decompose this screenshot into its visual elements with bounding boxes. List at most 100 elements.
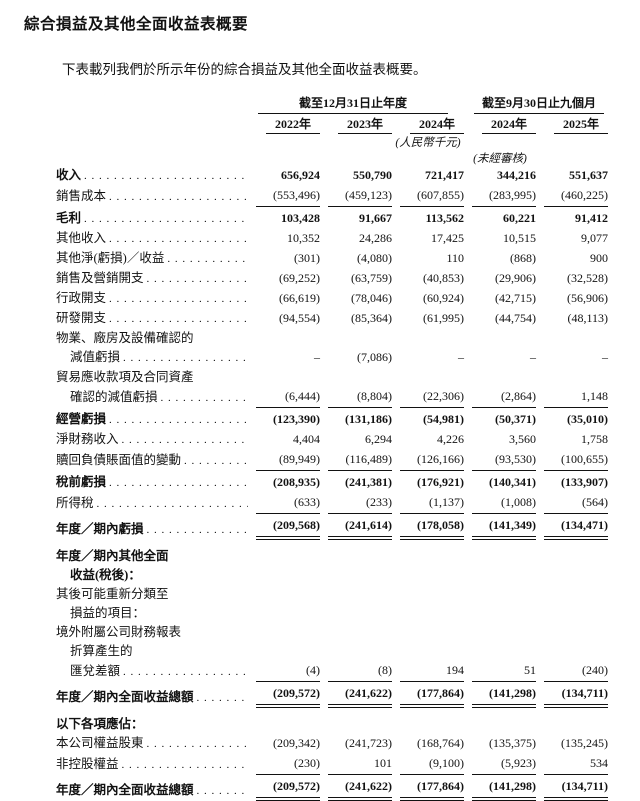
cell-value: (460,225) [544, 186, 609, 207]
table-row: 淨財務收入 4,404 6,294 4,226 3,560 1,758 [56, 430, 608, 450]
table-row: 貿易應收款項及合同資產 [56, 368, 608, 387]
dot-leader [120, 662, 248, 682]
cell-value: (177,864) [400, 777, 464, 801]
table-row: 以下各項應佔： [56, 708, 608, 734]
cell-value: (459,123) [328, 186, 392, 207]
dot-leader [106, 187, 248, 207]
cell-value: (48,113) [567, 311, 609, 325]
cell-value: 4,404 [293, 432, 320, 446]
cell-value: (134,711) [544, 684, 609, 708]
column-header-2025: 2025年 [554, 114, 609, 134]
cell-value: (4) [256, 661, 320, 682]
table-row: 收入 656,924 550,790 721,417 344,216 551,637 [56, 166, 608, 186]
cell-value: – [458, 350, 464, 364]
table-row: 行政開支 (66,619) (78,046) (60,924) (42,715) (56,… [56, 289, 608, 309]
row-label: 銷售及營銷開支 [56, 271, 144, 285]
table-row: 減值虧損 – (7,086) – – – [56, 348, 608, 368]
cell-value: (177,864) [400, 684, 464, 708]
cell-value: 10,515 [503, 231, 536, 245]
cell-value: (89,949) [256, 450, 320, 471]
cell-value: (233) [328, 493, 392, 514]
dot-leader [106, 410, 248, 430]
table-row: 其他淨(虧損)／收益 (301) (4,080) 110 (868) 900 [56, 249, 608, 269]
column-group-annual: 截至12月31日止年度 [258, 96, 448, 114]
table-row: 經營虧損 (123,390) (131,186) (54,981) (50,371) (3… [56, 408, 608, 430]
table-row: 所得稅 (633) (233) (1,137) (1,008) (564) [56, 493, 609, 514]
row-label: 本公司權益股東 [56, 736, 144, 750]
table-row: 折算產生的 [56, 642, 608, 661]
cell-value: 24,286 [359, 231, 392, 245]
cell-value: (209,568) [256, 516, 320, 540]
row-label: 以下各項應佔： [56, 717, 144, 731]
cell-value: (140,341) [489, 475, 536, 489]
table-row: 收益(稅後)： [56, 566, 608, 585]
cell-value: 721,417 [425, 168, 464, 182]
row-label: 贖回負債賬面值的變動 [56, 453, 182, 467]
cell-value: (100,655) [544, 450, 609, 471]
currency-unit-note: (人民幣千元) [395, 137, 461, 149]
cell-value: (123,390) [273, 412, 320, 426]
table-row: 銷售成本 (553,496) (459,123) (607,855) (283,995)… [56, 186, 609, 207]
cell-value: (133,907) [561, 475, 609, 489]
row-label: 收入 [56, 168, 82, 182]
table-row: 年度／期內虧損 (209,568) (241,614) (178,058) (141,3… [56, 514, 609, 540]
dot-leader [158, 388, 248, 408]
cell-value: – [314, 350, 320, 364]
cell-value: (60,924) [423, 291, 464, 305]
cell-value: (66,619) [279, 291, 320, 305]
cell-value: 91,412 [575, 211, 609, 225]
table-row: 境外附屬公司財務報表 [56, 623, 608, 642]
table-row: 毛利 103,428 91,667 113,562 60,221 91,412 [56, 207, 608, 229]
cell-value: 344,216 [497, 168, 536, 182]
cell-value: (116,489) [328, 450, 392, 471]
financial-table: 截至12月31日止年度 截至9月30日止九個月 2022年 2023年 2024… [56, 96, 609, 801]
row-label: 稅前虧損 [56, 475, 107, 489]
cell-value: (4,080) [357, 251, 392, 265]
cell-value: (8) [328, 661, 392, 682]
dot-leader [119, 755, 248, 775]
row-label: 貿易應收款項及合同資產 [56, 370, 194, 384]
cell-value: 10,352 [287, 231, 320, 245]
cell-value: 551,637 [569, 168, 609, 182]
cell-value: (135,375) [489, 736, 536, 750]
row-label: 減值虧損 [70, 350, 121, 364]
cell-value: 17,425 [431, 231, 464, 245]
row-label: 其他收入 [56, 231, 107, 245]
dot-leader [81, 209, 248, 229]
cell-value: (94,554) [279, 311, 320, 325]
cell-value: (141,298) [472, 684, 536, 708]
cell-value: 9,077 [581, 231, 609, 245]
table-row: 本公司權益股東 (209,342) (241,723) (168,764) (135,3… [56, 734, 608, 754]
cell-value: (7,086) [357, 350, 392, 364]
unaudited-note: (未經審核) [473, 153, 527, 165]
cell-value: 91,667 [359, 211, 392, 225]
cell-value: (209,572) [256, 777, 320, 801]
cell-value: (1,008) [472, 493, 536, 514]
cell-value: 110 [446, 251, 464, 265]
table-row: 銷售及營銷開支 (69,252) (63,759) (40,853) (29,906) (… [56, 269, 608, 289]
dot-leader [194, 688, 248, 708]
cell-value: (135,245) [561, 736, 609, 750]
cell-value: (209,342) [273, 736, 320, 750]
cell-value: 6,294 [365, 432, 392, 446]
column-header-2024: 2024年 [410, 114, 464, 134]
row-label: 經營虧損 [56, 412, 107, 426]
cell-value: (176,921) [417, 475, 464, 489]
row-label: 確認的減值虧損 [70, 390, 158, 404]
cell-value: (241,622) [328, 777, 392, 801]
row-label: 匯兌差額 [70, 664, 121, 678]
cell-value: (301) [294, 251, 320, 265]
table-row: 年度／期內全面收益總額 (209,572) (241,622) (177,864) (1… [56, 682, 609, 708]
cell-value: (50,371) [495, 412, 536, 426]
cell-value: (633) [256, 493, 320, 514]
table-row: 稅前虧損 (208,935) (241,381) (176,921) (140,341)… [56, 471, 608, 493]
cell-value: 194 [400, 661, 464, 682]
cell-value: 103,428 [281, 211, 320, 225]
cell-value: 534 [544, 754, 609, 775]
cell-value: 101 [328, 754, 392, 775]
dot-leader [106, 289, 248, 309]
dot-leader [120, 348, 248, 368]
row-label: 淨財務收入 [56, 432, 119, 446]
cell-value: 1,758 [581, 432, 609, 446]
